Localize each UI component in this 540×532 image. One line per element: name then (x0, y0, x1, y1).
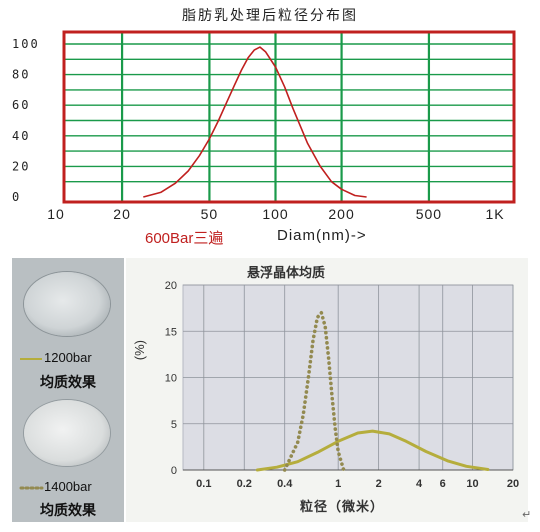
chart2-x-axis-label: 粒径（微米） (300, 500, 385, 515)
y-tick-label: 80 (12, 68, 30, 82)
x-tick-label: 0.4 (277, 478, 293, 490)
legend-label: 1400bar (44, 479, 92, 494)
legend-label: 1200bar (44, 350, 92, 365)
y-tick-label: 20 (12, 159, 30, 173)
y-tick-label: 20 (165, 280, 177, 292)
condition-label: 600Bar三遍 (145, 230, 224, 247)
x-tick-label: 1 (335, 478, 341, 490)
x-tick-label: 50 (201, 206, 219, 222)
x-tick-label: 500 (416, 206, 442, 222)
x-tick-label: 10 (466, 478, 478, 490)
x-tick-label: 4 (416, 478, 423, 490)
y-tick-label: 15 (165, 326, 177, 338)
x-tick-label: 20 (113, 206, 131, 222)
return-mark: ↵ (522, 509, 532, 521)
x-tick-label: 200 (328, 206, 354, 222)
x-tick-label: 100 (262, 206, 288, 222)
legend-item-1400bar: 1400bar (18, 479, 92, 494)
x-tick-label: 6 (440, 478, 446, 490)
x-tick-label: 0.1 (196, 478, 211, 490)
x-tick-label: 10 (47, 206, 65, 222)
x-tick-label: 2 (376, 478, 382, 490)
x-axis-label: Diam(nm)-> (277, 227, 367, 244)
y-tick-label: 40 (12, 129, 30, 143)
chart-title: 脂肪乳处理后粒径分布图 (182, 8, 358, 24)
y-tick-label: 0 (171, 465, 177, 477)
y-tick-label: 0 (12, 190, 21, 204)
plot-area (64, 32, 514, 202)
y-tick-label: 5 (171, 419, 177, 431)
y-tick-label: 10 (165, 373, 177, 385)
x-tick-label: 0.2 (237, 478, 252, 490)
chart2-title: 悬浮晶体均质 (246, 266, 325, 281)
legend-caption-1200bar: 均质效果 (40, 375, 96, 391)
distribution-curve (143, 46, 367, 198)
plot-frame (62, 30, 516, 204)
y-tick-label: 100 (12, 37, 40, 51)
x-tick-label: 1K (485, 206, 504, 222)
micrograph-1400bar-image (24, 400, 110, 466)
legend-item-1200bar: 1200bar (18, 350, 92, 365)
micrograph-panel: 1200bar 均质效果 1400bar 均质效果 (12, 258, 124, 522)
y-tick-label: 60 (12, 98, 30, 112)
legend-caption-1400bar: 均质效果 (40, 503, 96, 519)
solid-line-icon (20, 357, 42, 360)
series-line-1200bar (255, 429, 490, 472)
dotted-line-icon (19, 486, 44, 490)
x-tick-label: 20 (507, 478, 519, 490)
series-line-1400bar (282, 310, 346, 472)
micrograph-1200bar-image (24, 272, 110, 336)
particle-size-distribution-chart: 0 20 40 60 80 100 10 20 50 100 200 500 1K (12, 30, 516, 222)
